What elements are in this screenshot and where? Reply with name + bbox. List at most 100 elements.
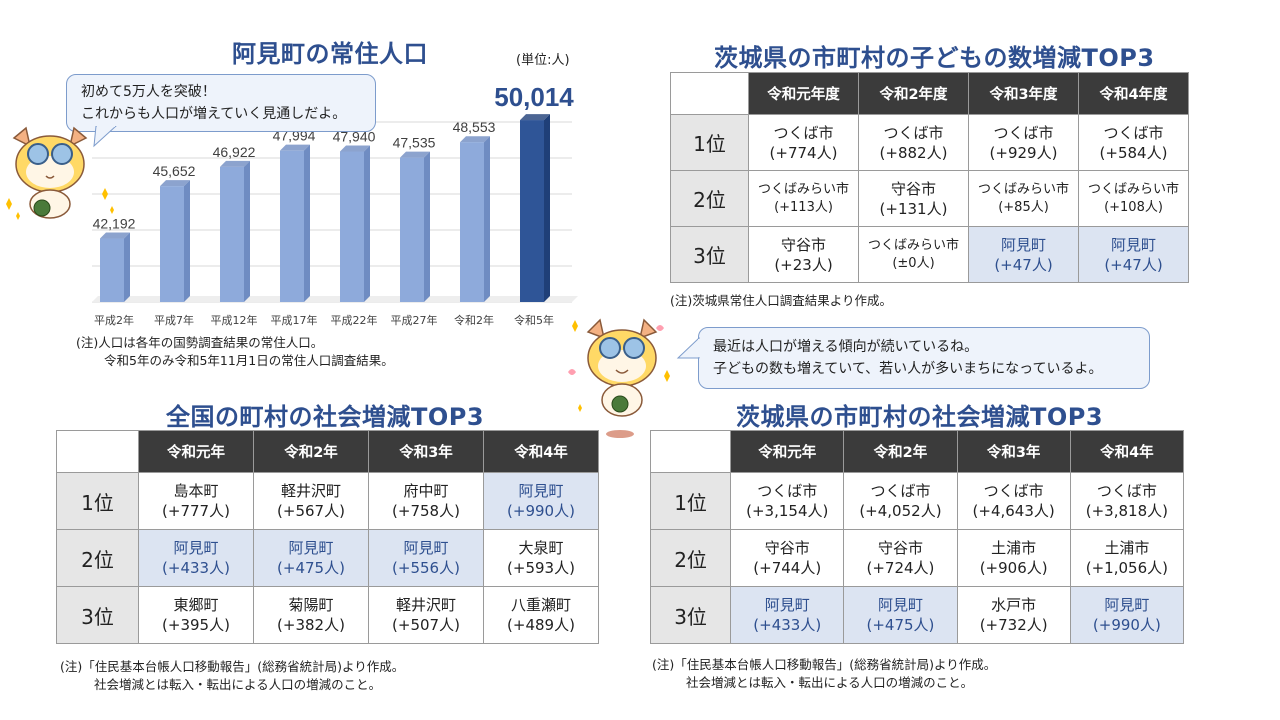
table-cell: 守谷市 (+23人) <box>748 226 859 283</box>
bar-平成12年 <box>220 160 250 302</box>
municipality-name: つくば市 <box>1096 482 1157 500</box>
bar-side <box>244 160 250 302</box>
mascot-speech-bubble-1: 初めて5万人を突破！ これからも人口が増えていく見通しだよ。 <box>66 74 376 132</box>
highlighted-cell: 阿見町 (+433人) <box>138 529 254 587</box>
x-tick-label: 平成2年 <box>94 313 134 327</box>
municipality-name: 守谷市 <box>877 539 923 557</box>
table-cell: 府中町 (+758人) <box>368 472 484 530</box>
mascot-character-2 <box>568 318 670 438</box>
highlighted-cell: 阿見町 (+990人) <box>483 472 599 530</box>
table-cell: つくば市 (+3,154人) <box>730 472 845 530</box>
bar-side <box>424 151 430 302</box>
change-value: (+47人) <box>994 255 1053 274</box>
chart-note-2: 令和5年のみ令和5年11月1日の常住人口調査結果。 <box>104 353 394 368</box>
table-corner <box>670 72 749 115</box>
table-cell: つくばみらい市 (±0人) <box>858 226 969 283</box>
data-label: 47,535 <box>393 135 436 151</box>
national-social-increase-table: 令和元年 令和2年 令和3年 令和4年 1位 島本町 (+777人) 軽井沢町 (+56… <box>56 430 599 644</box>
change-value: (+4,643人) <box>972 502 1055 520</box>
municipality-name: 守谷市 <box>890 179 936 198</box>
table-row: 2位 つくばみらい市 (+113人) 守谷市 (+131人) つくばみらい市 (+85人) つ… <box>670 170 1189 227</box>
x-tick-label: 令和2年 <box>454 313 494 327</box>
municipality-name: 軽井沢町 <box>395 596 456 614</box>
change-value: (+1,056人) <box>1085 559 1168 577</box>
change-value: (±0人) <box>892 255 935 271</box>
bar-side <box>304 144 310 302</box>
change-value: (+382人) <box>277 616 345 634</box>
bar-平成22年 <box>340 145 370 302</box>
bubble1-line1: 初めて5万人を突破！ <box>81 84 216 100</box>
table-cell: つくばみらい市 (+113人) <box>748 170 859 227</box>
change-value: (+433人) <box>162 559 230 577</box>
rank-cell: 3位 <box>649 586 732 644</box>
municipality-name: 阿見町 <box>877 596 923 614</box>
table-cell: つくば市 (+584人) <box>1078 114 1189 171</box>
change-value: (+990人) <box>1092 616 1161 634</box>
change-value: (+85人) <box>998 199 1049 215</box>
ibaraki-table-note-2: 社会増減とは転入・転出による人口の増減のこと。 <box>686 675 974 690</box>
table-cell: 軽井沢町 (+507人) <box>368 586 484 644</box>
children-table-title: 茨城県の市町村の子どもの数増減TOP3 <box>714 44 1155 72</box>
highlighted-cell: 阿見町 (+433人) <box>730 586 845 644</box>
bar-front <box>340 151 364 302</box>
table-cell: つくば市 (+3,818人) <box>1069 472 1185 530</box>
change-value: (+584人) <box>1099 143 1168 162</box>
municipality-name: つくばみらい市 <box>757 181 849 197</box>
x-tick-label: 平成27年 <box>391 313 438 327</box>
column-header: 令和4年 <box>1069 430 1185 473</box>
municipality-name: つくば市 <box>983 482 1044 500</box>
children-table-note: (注)茨城県常住人口調査結果より作成。 <box>670 293 893 308</box>
bar-平成17年 <box>280 144 310 302</box>
change-value: (+593人) <box>507 559 575 577</box>
table-row: 3位 阿見町 (+433人) 阿見町 (+475人) 水戸市 (+732人) 阿見町 (+990… <box>649 586 1185 644</box>
highlighted-cell: 阿見町 (+475人) <box>253 529 369 587</box>
table-cell: 守谷市 (+724人) <box>843 529 958 587</box>
table-cell: 島本町 (+777人) <box>138 472 254 530</box>
bar-top <box>460 136 490 143</box>
municipality-name: 阿見町 <box>1000 235 1046 254</box>
change-value: (+3,154人) <box>746 502 829 520</box>
bar-side <box>184 180 190 302</box>
data-label: 45,652 <box>153 163 196 179</box>
bubble2-tail <box>676 336 700 359</box>
bubble2-line1: 最近は人口が増える傾向が続いているね。 <box>713 339 979 355</box>
change-value: (+774人) <box>769 143 838 162</box>
column-header: 令和4年 <box>483 430 599 473</box>
change-value: (+882人) <box>879 143 948 162</box>
municipality-name: 島本町 <box>173 482 219 500</box>
municipality-name: つくば市 <box>993 123 1054 142</box>
municipality-name: 阿見町 <box>288 539 334 557</box>
table-cell: 東郷町 (+395人) <box>138 586 254 644</box>
change-value: (+433人) <box>753 616 822 634</box>
column-header: 令和元年 <box>730 430 845 473</box>
municipality-name: 守谷市 <box>780 235 826 254</box>
column-header: 令和3年 <box>368 430 484 473</box>
chart-unit: (単位:人) <box>516 53 570 68</box>
change-value: (+567人) <box>277 502 345 520</box>
municipality-name: 八重瀬町 <box>510 596 571 614</box>
change-value: (+395人) <box>162 616 230 634</box>
table-row: 2位 守谷市 (+744人) 守谷市 (+724人) 土浦市 (+906人) 土浦市 (+1,0… <box>649 529 1185 587</box>
table-row: 1位 つくば市 (+774人) つくば市 (+882人) つくば市 (+929人) つくば市(… <box>670 114 1189 171</box>
bar-front <box>400 157 424 302</box>
data-label: 46,922 <box>213 144 256 160</box>
table-cell: 守谷市 (+744人) <box>730 529 845 587</box>
data-label: 47,940 <box>333 128 376 144</box>
change-value: (+3,818人) <box>1085 502 1168 520</box>
municipality-name: 阿見町 <box>764 596 810 614</box>
table-cell: つくばみらい市 (+108人) <box>1078 170 1189 227</box>
x-tick-label: 令和5年 <box>514 313 554 327</box>
change-value: (+475人) <box>277 559 345 577</box>
table-row: 3位 守谷市 (+23人) つくばみらい市 (±0人) 阿見町 (+47人) 阿見町 (+47人… <box>670 226 1189 283</box>
change-value: (+777人) <box>162 502 230 520</box>
rank-cell: 2位 <box>56 529 139 587</box>
x-tick-label: 平成12年 <box>211 313 258 327</box>
rank-cell: 2位 <box>670 170 749 227</box>
highlighted-cell: 阿見町 (+47人) <box>1078 226 1189 283</box>
table-corner <box>649 430 732 473</box>
table-corner <box>56 430 139 473</box>
municipality-name: 阿見町 <box>1110 235 1156 254</box>
table-cell: つくば市 (+4,643人) <box>956 472 1071 530</box>
change-value: (+23人) <box>774 255 833 274</box>
bar-令和5年 <box>520 114 550 302</box>
